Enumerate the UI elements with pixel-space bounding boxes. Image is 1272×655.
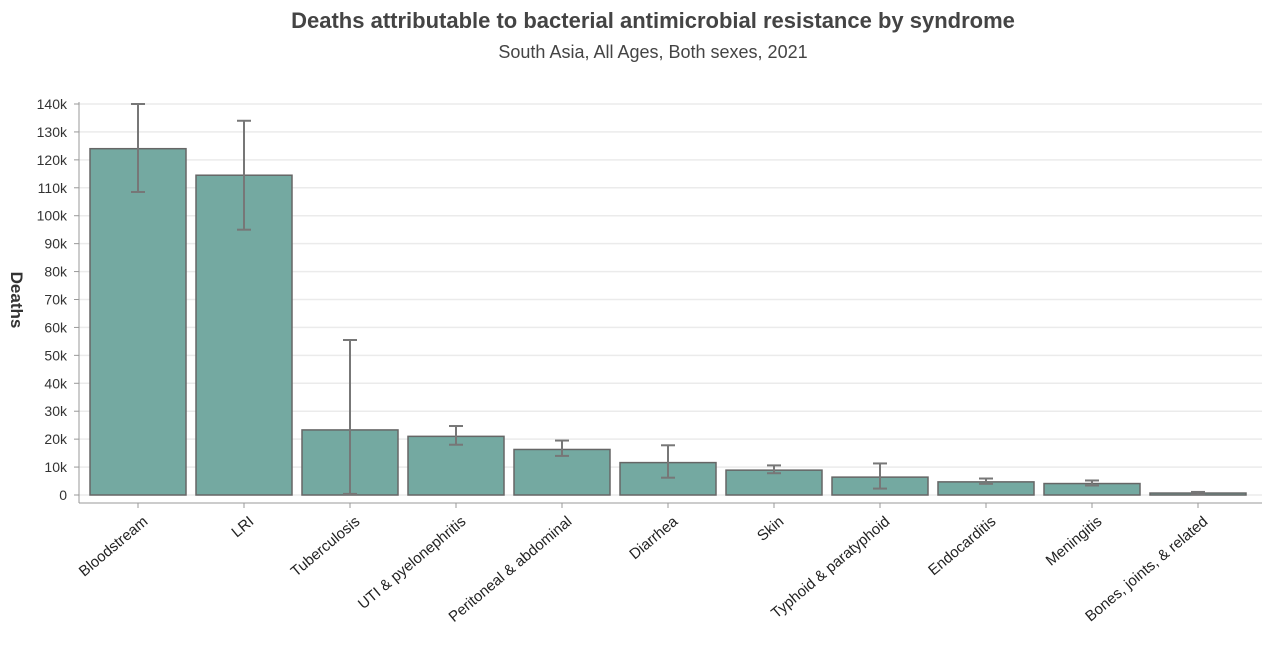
bars [89, 147, 1247, 496]
x-tick-label: Tuberculosis [288, 513, 364, 580]
x-tick-label: LRI [228, 513, 257, 541]
x-tick-label: UTI & pyelonephritis [355, 513, 469, 613]
x-tick-label: Diarrhea [626, 513, 681, 563]
y-tick-label: 110k [38, 180, 68, 196]
x-tick-label: Endocarditis [925, 513, 999, 579]
x-tick-label: Bloodstream [76, 513, 151, 580]
chart-subtitle: South Asia, All Ages, Both sexes, 2021 [498, 42, 808, 62]
y-tick-label: 90k [44, 236, 68, 252]
y-tick-label: 10k [44, 459, 68, 475]
y-tick-label: 20k [44, 431, 68, 447]
y-tick-label: 30k [44, 403, 68, 419]
y-tick-label: 100k [37, 208, 68, 224]
y-tick-label: 70k [44, 292, 68, 308]
x-tick-label: Typhoid & paratyphoid [768, 513, 893, 622]
axes [74, 102, 1262, 508]
error-bars [131, 103, 1205, 496]
y-tick-label: 40k [44, 375, 68, 391]
y-tick-label: 80k [44, 264, 68, 280]
y-tick-label: 140k [37, 96, 68, 112]
bar [513, 448, 611, 496]
x-tick-label: Bones, joints, & related [1082, 513, 1211, 625]
y-tick-label: 130k [37, 124, 68, 140]
y-tick-label: 120k [37, 152, 68, 168]
y-tick-label: 50k [44, 347, 68, 363]
y-tick-label: 60k [44, 319, 68, 335]
bar [725, 469, 823, 496]
chart-title: Deaths attributable to bacterial antimic… [291, 8, 1015, 33]
y-axis-label: Deaths [7, 272, 26, 329]
bar [89, 147, 187, 496]
x-tick-label: Meningitis [1043, 513, 1106, 569]
y-tick-label: 0 [59, 487, 67, 503]
x-tick-label: Skin [754, 513, 787, 545]
x-tick-label: Peritoneal & abdominal [446, 513, 576, 626]
